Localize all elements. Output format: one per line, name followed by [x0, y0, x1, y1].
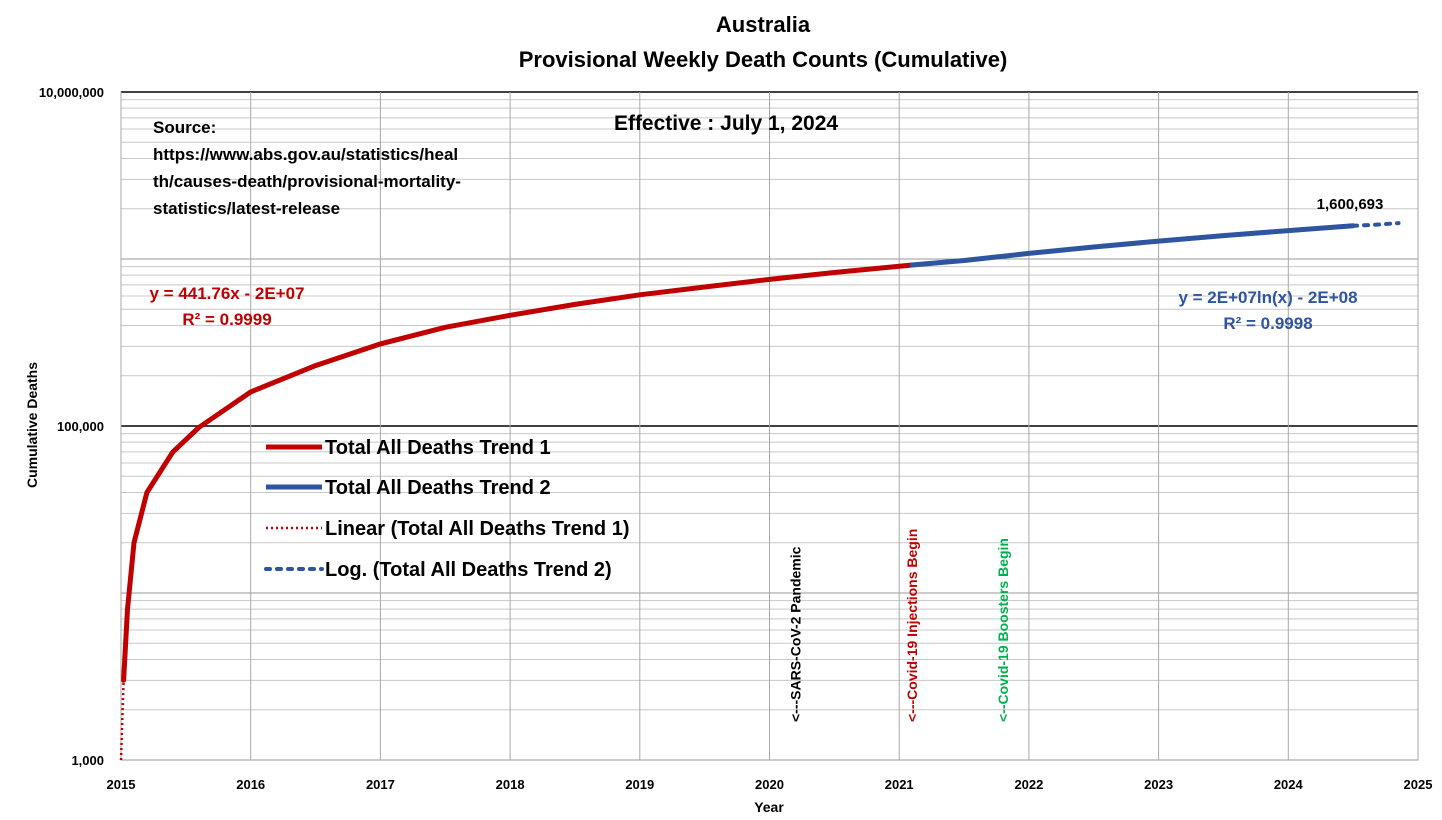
y-tick-label: 10,000,000 — [39, 85, 104, 100]
series-trend2-line — [909, 223, 1356, 268]
y-axis-label: Cumulative Deaths — [24, 362, 40, 488]
x-tick-labels: 2015 2016 2017 2018 2019 2020 2021 2022 2023 2024… — [107, 777, 1433, 792]
x-tick-label: 2015 — [107, 777, 136, 792]
source-annotation: Source: https://www.abs.gov.au/statistic… — [153, 118, 461, 218]
legend: Total All Deaths Trend 1 Total All Death… — [264, 437, 630, 581]
event-labels: <---SARS-CoV-2 Pandemic <---Covid-19 Inje… — [787, 529, 1011, 722]
x-tick-label: 2019 — [625, 777, 654, 792]
legend-label-log: Log. (Total All Deaths Trend 2) — [325, 559, 612, 581]
last-value-label: 1,600,693 — [1317, 196, 1384, 213]
event-label: <---SARS-CoV-2 Pandemic — [787, 546, 803, 722]
event-label: <---Covid-19 Injections Begin — [904, 529, 920, 722]
x-tick-label: 2025 — [1404, 777, 1433, 792]
source-line: th/causes-death/provisional-mortality- — [153, 172, 461, 191]
series-layer — [119, 221, 1401, 761]
x-tick-label: 2024 — [1274, 777, 1304, 792]
x-tick-label: 2023 — [1144, 777, 1173, 792]
x-tick-label: 2022 — [1014, 777, 1043, 792]
series-log-trendline — [1351, 221, 1401, 228]
source-line: https://www.abs.gov.au/statistics/heal — [153, 145, 458, 164]
series-trend1-line — [121, 262, 915, 683]
x-tick-label: 2020 — [755, 777, 784, 792]
trend2-r2: R² = 0.9998 — [1223, 314, 1312, 333]
chart-title: Australia — [716, 12, 811, 37]
effective-date: Effective : July 1, 2024 — [614, 112, 838, 135]
source-line: Source: — [153, 118, 216, 137]
chart-subtitle: Provisional Weekly Death Counts (Cumulat… — [519, 47, 1008, 72]
x-tick-label: 2016 — [236, 777, 265, 792]
trend1-equation: y = 441.76x - 2E+07 — [149, 284, 304, 303]
legend-label-linear: Linear (Total All Deaths Trend 1) — [325, 518, 630, 540]
legend-label-trend1: Total All Deaths Trend 1 — [325, 437, 551, 459]
y-tick-label: 100,000 — [57, 419, 104, 434]
legend-label-trend2: Total All Deaths Trend 2 — [325, 477, 551, 499]
x-tick-label: 2021 — [885, 777, 914, 792]
grid — [120, 91, 1419, 761]
x-tick-label: 2017 — [366, 777, 395, 792]
y-tick-labels: 1,000 100,000 10,000,000 — [39, 85, 104, 768]
x-axis-label: Year — [754, 799, 784, 815]
event-label: <--Covid-19 Boosters Begin — [995, 538, 1011, 722]
trend2-equation: y = 2E+07ln(x) - 2E+08 — [1178, 288, 1357, 307]
x-tick-label: 2018 — [496, 777, 525, 792]
y-tick-label: 1,000 — [71, 753, 104, 768]
source-line: statistics/latest-release — [153, 199, 340, 218]
series-linear-trendline — [119, 680, 125, 761]
trend1-r2: R² = 0.9999 — [182, 310, 271, 329]
